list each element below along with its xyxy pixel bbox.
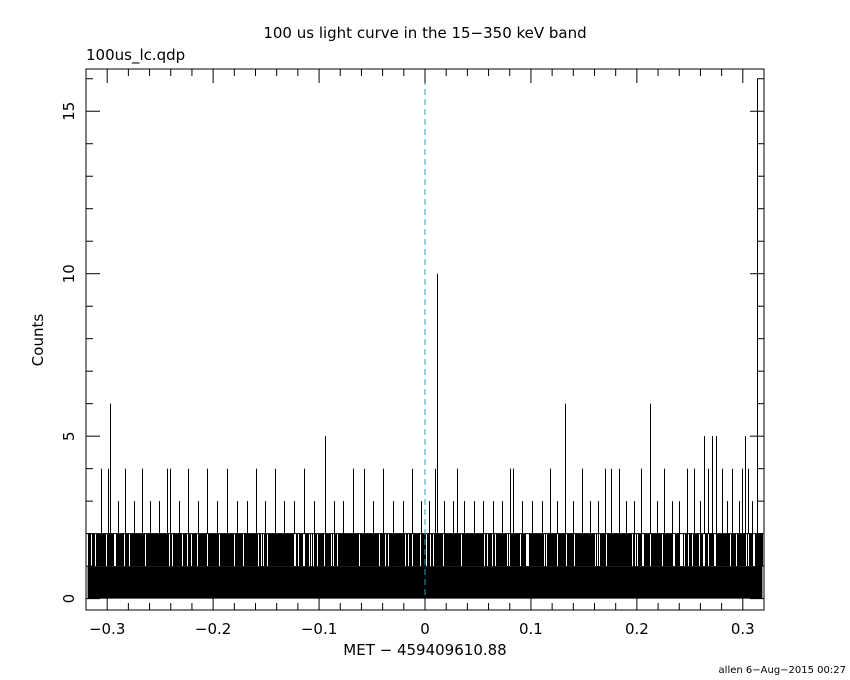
x-tick-label: 0.1: [519, 620, 543, 638]
y-tick-label: 15: [60, 102, 78, 121]
data-layer: [87, 69, 763, 610]
x-tick-label: 0.3: [731, 620, 755, 638]
x-tick-label: −0.1: [301, 620, 337, 638]
footer-stamp: allen 6−Aug−2015 00:27: [719, 665, 846, 676]
x-tick-label: 0: [420, 620, 430, 638]
y-axis-label: Counts: [29, 314, 47, 367]
x-tick-label: −0.2: [195, 620, 231, 638]
y-axis-ticks: 0 5 10 15: [60, 78, 764, 604]
y-tick-label: 5: [60, 431, 78, 441]
y-tick-label: 0: [60, 594, 78, 604]
x-axis-ticks: −0.3 −0.2 −0.1 0 0.1 0.2 0.3: [85, 69, 765, 638]
x-axis-label: MET − 459409610.88: [343, 641, 506, 659]
spike-bins: [101, 78, 758, 534]
level-two-lines: [88, 533, 763, 567]
x-tick-label: −0.3: [89, 620, 125, 638]
y-tick-label: 10: [60, 264, 78, 283]
file-name-label: 100us_lc.qdp: [86, 46, 185, 65]
chart-title: 100 us light curve in the 15−350 keV ban…: [263, 24, 586, 42]
x-tick-label: 0.2: [625, 620, 649, 638]
